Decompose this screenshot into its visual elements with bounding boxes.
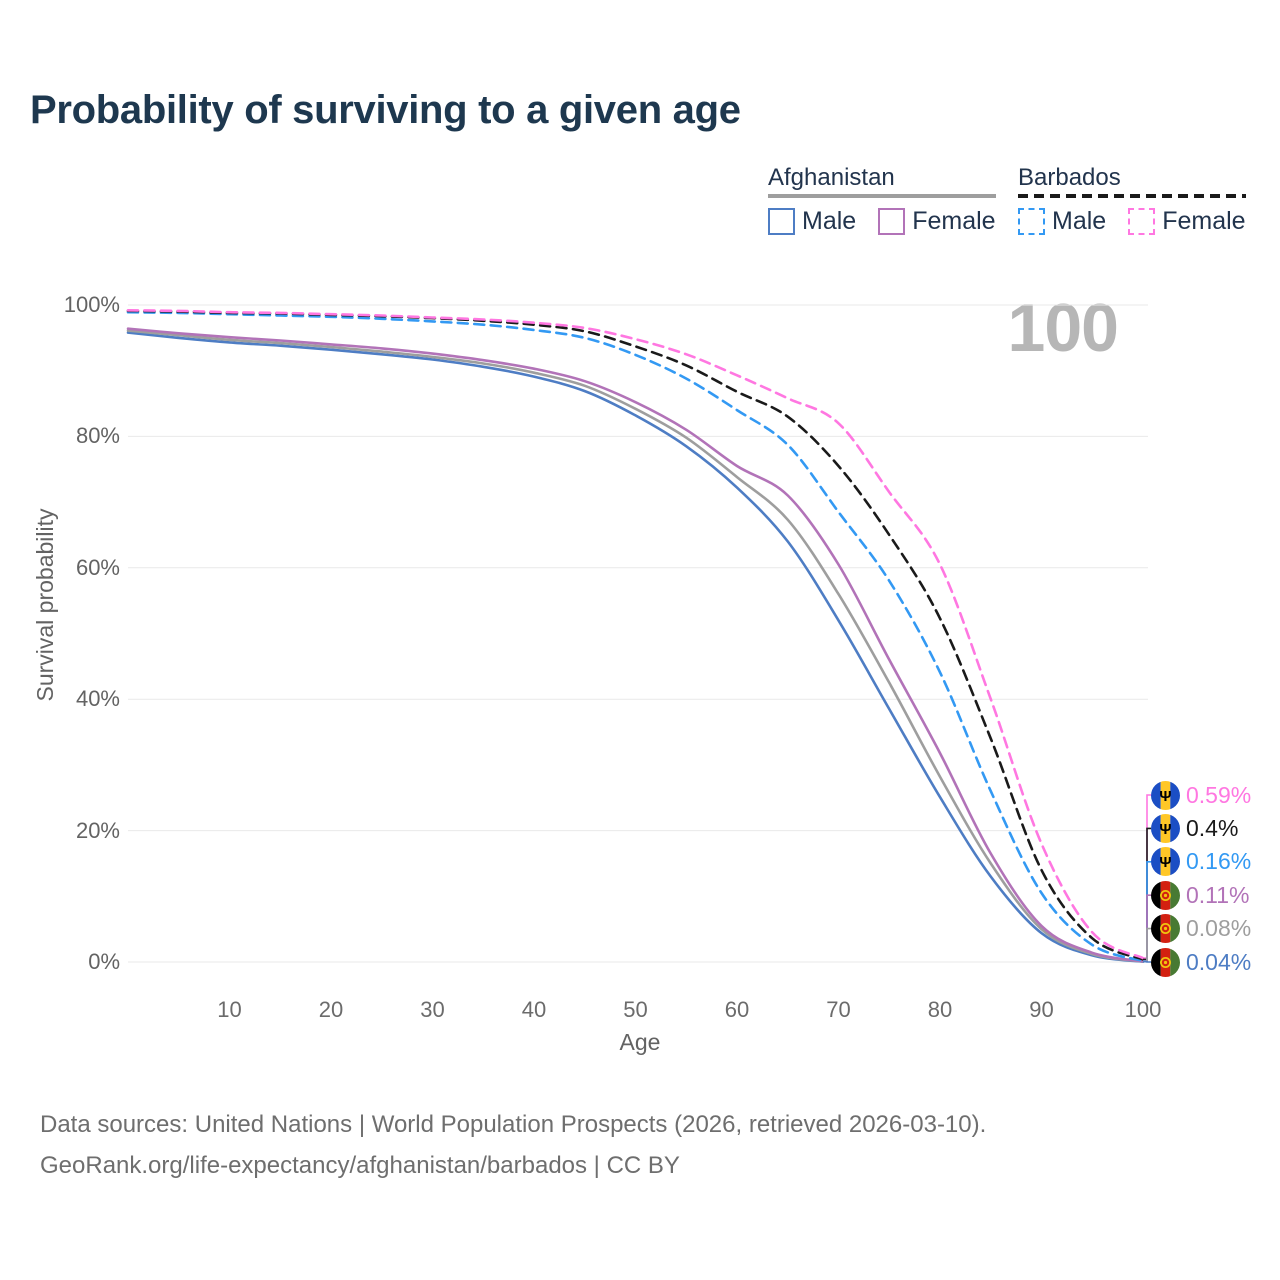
x-tick-label: 20 — [318, 997, 344, 1022]
legend-item-afghanistan-male[interactable]: Male — [768, 207, 856, 236]
end-label-barbados-both-sexes: 0.4% — [1186, 814, 1239, 841]
legend-underline-afghanistan — [768, 194, 996, 198]
end-label-afghanistan-both-sexes: 0.08% — [1186, 915, 1252, 942]
legend-group-afghanistan: Afghanistan Male Female — [768, 164, 996, 236]
y-tick-label: 0% — [88, 949, 120, 974]
legend-swatch-icon — [1018, 208, 1045, 235]
data-sources-line: Data sources: United Nations | World Pop… — [40, 1111, 987, 1138]
y-axis-title: Survival probability — [32, 508, 58, 702]
end-label-barbados-male: 0.16% — [1186, 848, 1252, 875]
barbados-flag-icon: Ψ — [1151, 780, 1180, 810]
barbados-flag-icon: Ψ — [1151, 847, 1180, 877]
afghanistan-flag-icon — [1151, 880, 1180, 910]
x-tick-label: 60 — [724, 997, 750, 1022]
legend-underline-barbados — [1018, 194, 1246, 198]
legend-item-barbados-female[interactable]: Female — [1128, 207, 1246, 236]
y-tick-label: 80% — [75, 423, 120, 449]
series-curve-afghanistan-both-sexes[interactable] — [126, 329, 1145, 963]
x-tick-label: 50 — [623, 997, 648, 1022]
page-title: Probability of surviving to a given age — [30, 88, 741, 132]
end-label-afghanistan-male: 0.04% — [1186, 948, 1252, 975]
x-tick-label: 80 — [927, 997, 953, 1022]
legend-header-barbados[interactable]: Barbados — [1018, 164, 1121, 191]
y-tick-label: 60% — [75, 554, 120, 580]
legend-item-label: Female — [1162, 207, 1246, 235]
legend-item-label: Male — [802, 207, 857, 235]
series-curve-afghanistan-male[interactable] — [126, 331, 1145, 963]
legend-swatch-icon — [1128, 208, 1156, 235]
svg-text:Ψ: Ψ — [1159, 788, 1171, 805]
y-tick-label: 100% — [63, 292, 120, 317]
x-tick-label: 30 — [420, 997, 445, 1022]
x-tick-label: 70 — [826, 997, 851, 1022]
series-curve-afghanistan-female[interactable] — [126, 327, 1145, 963]
legend-header-afghanistan[interactable]: Afghanistan — [768, 164, 895, 191]
svg-text:Ψ: Ψ — [1159, 854, 1171, 871]
series-curve-barbados-male[interactable] — [126, 310, 1145, 963]
end-label-barbados-female: 0.59% — [1186, 781, 1252, 808]
barbados-flag-icon: Ψ — [1151, 813, 1180, 843]
legend-items-barbados: Male Female — [1018, 207, 1246, 236]
legend-items-afghanistan: Male Female — [768, 207, 996, 236]
legend-item-afghanistan-female[interactable]: Female — [878, 207, 996, 236]
footer: Data sources: United Nations | World Pop… — [40, 1104, 986, 1186]
legend-swatch-icon — [768, 208, 795, 235]
end-label-afghanistan-female: 0.11% — [1186, 881, 1250, 908]
legend-swatch-icon — [878, 208, 906, 235]
x-axis-title: Age — [619, 1029, 661, 1055]
x-tick-label: 40 — [521, 997, 547, 1022]
x-tick-label: 90 — [1029, 997, 1054, 1022]
y-tick-label: 40% — [75, 686, 120, 712]
x-tick-label: 100 — [1124, 997, 1162, 1022]
legend-group-barbados: Barbados Male Female — [1018, 164, 1246, 236]
attribution-line: GeoRank.org/life-expectancy/afghanistan/… — [40, 1152, 680, 1179]
x-tick-label: 10 — [217, 997, 242, 1022]
legend-item-barbados-male[interactable]: Male — [1018, 207, 1106, 236]
afghanistan-flag-icon — [1151, 914, 1180, 944]
afghanistan-flag-icon — [1151, 947, 1180, 977]
series-curve-barbados-female[interactable] — [126, 309, 1145, 960]
end-label-connector-afghanistan-both-sexes — [1143, 927, 1151, 963]
y-tick-label: 20% — [75, 817, 120, 843]
legend-item-label: Male — [1052, 207, 1107, 235]
legend-item-label: Female — [912, 207, 996, 235]
svg-text:Ψ: Ψ — [1159, 821, 1171, 838]
